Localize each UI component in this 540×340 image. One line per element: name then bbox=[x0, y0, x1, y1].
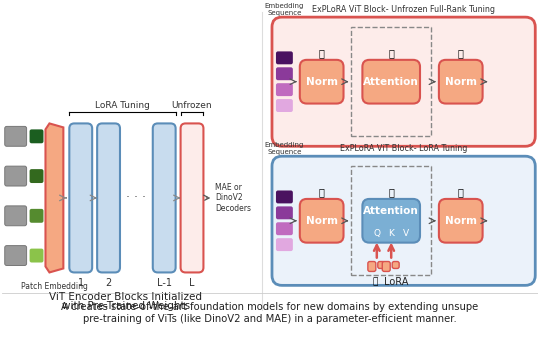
FancyBboxPatch shape bbox=[362, 199, 420, 243]
Text: MAE or
DinoV2
Decoders: MAE or DinoV2 Decoders bbox=[215, 183, 251, 213]
Text: LoRA: LoRA bbox=[384, 277, 408, 287]
FancyBboxPatch shape bbox=[276, 222, 293, 235]
FancyBboxPatch shape bbox=[276, 83, 293, 96]
Bar bbox=[352, 27, 431, 136]
FancyBboxPatch shape bbox=[439, 60, 483, 104]
FancyBboxPatch shape bbox=[382, 261, 390, 271]
FancyBboxPatch shape bbox=[5, 126, 26, 146]
Text: Patch Embedding: Patch Embedding bbox=[21, 283, 88, 291]
FancyBboxPatch shape bbox=[30, 169, 44, 183]
FancyBboxPatch shape bbox=[30, 249, 44, 262]
Polygon shape bbox=[45, 123, 63, 272]
FancyBboxPatch shape bbox=[276, 51, 293, 64]
FancyBboxPatch shape bbox=[97, 123, 120, 272]
FancyBboxPatch shape bbox=[272, 156, 535, 285]
Text: 🔒: 🔒 bbox=[319, 187, 325, 197]
Text: A creates state-of-the-art foundation models for new domains by extending unsupe: A creates state-of-the-art foundation mo… bbox=[62, 302, 478, 312]
FancyBboxPatch shape bbox=[30, 209, 44, 223]
Text: Embedding
Sequence: Embedding Sequence bbox=[265, 3, 304, 16]
Text: ExPLoRA ViT Block- Unfrozen Full-Rank Tuning: ExPLoRA ViT Block- Unfrozen Full-Rank Tu… bbox=[312, 5, 495, 14]
Text: 🔓: 🔓 bbox=[319, 48, 325, 58]
FancyBboxPatch shape bbox=[368, 261, 376, 271]
FancyBboxPatch shape bbox=[300, 199, 343, 243]
FancyBboxPatch shape bbox=[300, 60, 343, 104]
Text: 🔒: 🔒 bbox=[372, 277, 377, 286]
FancyBboxPatch shape bbox=[153, 123, 176, 272]
Text: K: K bbox=[388, 228, 394, 238]
FancyBboxPatch shape bbox=[180, 123, 204, 272]
FancyBboxPatch shape bbox=[276, 99, 293, 112]
Text: ExPLoRA ViT Block- LoRA Tuning: ExPLoRA ViT Block- LoRA Tuning bbox=[340, 144, 467, 153]
Text: 🔓: 🔓 bbox=[388, 48, 394, 58]
Text: L-1: L-1 bbox=[157, 278, 172, 288]
FancyBboxPatch shape bbox=[272, 17, 535, 146]
FancyBboxPatch shape bbox=[439, 199, 483, 243]
Text: Norm: Norm bbox=[306, 216, 338, 226]
FancyBboxPatch shape bbox=[30, 130, 44, 143]
Text: 2: 2 bbox=[105, 278, 112, 288]
Text: 1: 1 bbox=[78, 278, 84, 288]
FancyBboxPatch shape bbox=[276, 238, 293, 251]
FancyBboxPatch shape bbox=[5, 245, 26, 266]
Text: L: L bbox=[189, 278, 195, 288]
FancyBboxPatch shape bbox=[378, 261, 384, 269]
Text: V: V bbox=[402, 228, 409, 238]
Text: 🔒: 🔒 bbox=[388, 187, 394, 197]
Text: ViT Encoder Blocks Initialized: ViT Encoder Blocks Initialized bbox=[50, 292, 203, 302]
FancyBboxPatch shape bbox=[5, 166, 26, 186]
FancyBboxPatch shape bbox=[276, 190, 293, 203]
Text: pre-training of ViTs (like DinoV2 and MAE) in a parameter-efficient manner.: pre-training of ViTs (like DinoV2 and MA… bbox=[83, 314, 457, 324]
Text: Attention: Attention bbox=[363, 206, 419, 216]
Text: Q: Q bbox=[373, 228, 380, 238]
Text: Embedding
Sequence: Embedding Sequence bbox=[265, 142, 304, 155]
FancyBboxPatch shape bbox=[392, 261, 399, 269]
FancyBboxPatch shape bbox=[276, 67, 293, 80]
Text: · · ·: · · · bbox=[126, 191, 146, 204]
FancyBboxPatch shape bbox=[362, 60, 420, 104]
Text: Attention: Attention bbox=[363, 77, 419, 87]
Text: Unfrozen: Unfrozen bbox=[172, 101, 212, 109]
Bar bbox=[352, 166, 431, 275]
FancyBboxPatch shape bbox=[276, 206, 293, 219]
FancyBboxPatch shape bbox=[69, 123, 92, 272]
FancyBboxPatch shape bbox=[5, 206, 26, 226]
Text: Norm: Norm bbox=[306, 77, 338, 87]
Text: 🔓: 🔓 bbox=[458, 48, 464, 58]
Text: LoRA Tuning: LoRA Tuning bbox=[95, 101, 150, 109]
Text: Norm: Norm bbox=[445, 77, 477, 87]
Text: Norm: Norm bbox=[445, 216, 477, 226]
Text: with Pre-Trained Weights: with Pre-Trained Weights bbox=[62, 301, 190, 311]
Text: 🔓: 🔓 bbox=[458, 187, 464, 197]
